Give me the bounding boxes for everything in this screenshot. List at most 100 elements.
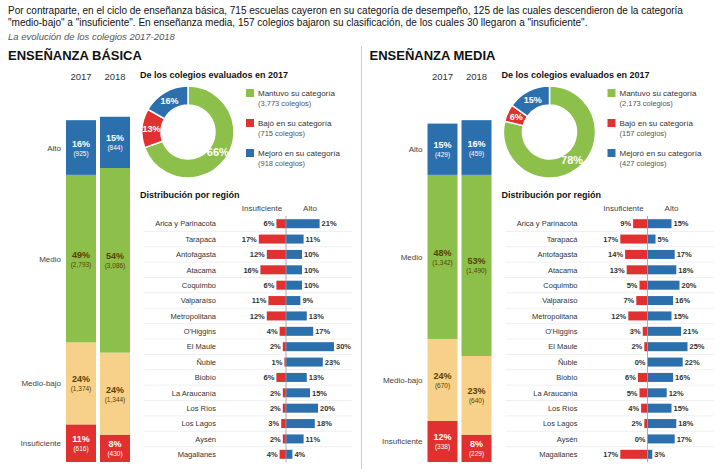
row-separator	[144, 446, 352, 447]
data-label: 13%	[143, 124, 161, 134]
hbar	[280, 450, 286, 459]
hbar	[276, 219, 286, 228]
row-separator	[144, 323, 352, 324]
hbar	[644, 419, 647, 428]
count-label: (430)	[107, 450, 122, 458]
data-label: 4%	[267, 327, 278, 336]
data-label: 8%	[108, 439, 121, 449]
data-label: 4%	[628, 404, 639, 413]
hbar	[648, 404, 672, 413]
region-label: Los Ríos	[186, 404, 216, 413]
region-label: Arica y Parinacota	[155, 219, 217, 228]
data-label: 10%	[304, 281, 319, 290]
hbar	[648, 250, 675, 259]
hbar	[640, 388, 648, 397]
data-label: 3%	[630, 327, 641, 336]
data-label: 54%	[106, 251, 124, 261]
legend-count: (3,773 colegios)	[258, 99, 312, 108]
legend-label: Mantuvo su categoría	[620, 89, 697, 98]
row-separator	[144, 231, 352, 232]
hbar	[267, 311, 286, 320]
hbar	[286, 281, 302, 290]
hbar	[286, 358, 323, 367]
region-label: Arica y Parinacota	[517, 219, 579, 228]
hbar	[286, 404, 318, 413]
column-header: Insuficiente	[603, 204, 644, 213]
hbar	[648, 235, 656, 244]
data-label: 5%	[627, 389, 638, 398]
data-label: 16%	[467, 139, 485, 149]
row-separator	[144, 339, 352, 340]
hbar	[648, 342, 688, 351]
legend-count: (427 colegios)	[620, 159, 668, 168]
data-label: 23%	[325, 358, 340, 367]
row-separator	[506, 354, 714, 355]
hbar	[286, 373, 307, 382]
count-label: (1,344)	[105, 396, 126, 404]
donut-title: De los colegios evaluados en 2017	[140, 70, 288, 80]
legend-count: (157 colegios)	[620, 129, 668, 138]
bar-segment	[100, 353, 130, 435]
data-label: 3%	[654, 450, 665, 459]
donut-wedge	[512, 86, 549, 116]
hbar	[283, 434, 286, 443]
region-label: Metropolitana	[171, 312, 217, 321]
bar-segment	[66, 342, 96, 424]
data-label: 6%	[264, 281, 275, 290]
data-label: 4%	[294, 450, 305, 459]
data-label: 66%	[207, 146, 229, 158]
divider	[361, 46, 362, 469]
hbar	[648, 219, 672, 228]
legend-swatch	[246, 119, 254, 127]
row-separator	[506, 308, 714, 309]
section-title: ENSEÑANZA MEDIA	[370, 48, 497, 63]
hbar	[259, 235, 286, 244]
data-label: 20%	[320, 404, 335, 413]
data-label: 15%	[106, 133, 124, 143]
row-separator	[506, 246, 714, 247]
series-label: Medio-bajo	[21, 379, 61, 388]
data-label: 1%	[272, 358, 283, 367]
legend-label: Mejoró en su categoría	[258, 149, 340, 158]
legend-swatch	[246, 89, 254, 97]
hbar	[283, 388, 286, 397]
hbar	[286, 250, 302, 259]
data-label: 0%	[635, 358, 646, 367]
count-label: (3,086)	[105, 262, 126, 270]
count-label: (670)	[435, 382, 450, 390]
data-label: 6%	[625, 373, 636, 382]
region-label: Biobío	[556, 373, 577, 382]
donut-wedge	[503, 86, 595, 178]
hbar	[276, 281, 286, 290]
hbar	[648, 419, 677, 428]
data-label: 6%	[264, 373, 275, 382]
data-label: 11%	[72, 434, 90, 444]
hbar	[636, 296, 647, 305]
data-label: 16%	[675, 373, 690, 382]
series-label: Alto	[409, 145, 423, 154]
hbar	[648, 358, 683, 367]
header-text: Por contraparte, en el ciclo de enseñanz…	[8, 5, 683, 28]
data-label: 4%	[267, 450, 278, 459]
legend-label: Bajó en su categoría	[620, 119, 694, 128]
legend-swatch	[608, 149, 616, 157]
data-label: 48%	[433, 248, 451, 258]
row-separator	[506, 431, 714, 432]
region-label: Antofagasta	[176, 250, 217, 259]
row-separator	[506, 415, 714, 416]
row-separator	[144, 369, 352, 370]
region-label: Valparaíso	[542, 296, 577, 305]
category-label: 2018	[104, 71, 125, 82]
bar-segment	[66, 424, 96, 462]
data-label: 2%	[631, 342, 642, 351]
data-label: 5%	[658, 235, 669, 244]
data-label: 13%	[309, 312, 324, 321]
series-label: Insuficiente	[21, 439, 62, 448]
region-label: La Araucanía	[172, 389, 217, 398]
bar-segment	[66, 120, 96, 175]
row-separator	[506, 231, 714, 232]
data-label: 16%	[675, 296, 690, 305]
data-label: 9%	[620, 219, 631, 228]
hbar	[286, 419, 315, 428]
legend-label: Mejoró en su categoría	[620, 149, 702, 158]
